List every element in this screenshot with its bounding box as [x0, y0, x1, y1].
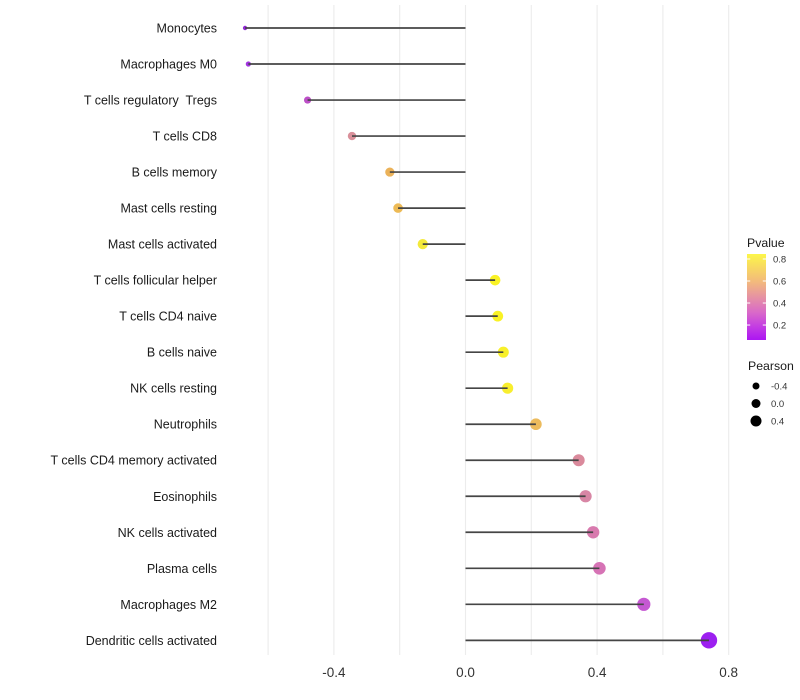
category-label: NK cells activated [118, 526, 217, 540]
pearson-legend-label: 0.0 [771, 399, 784, 410]
category-label: T cells CD8 [153, 130, 217, 144]
category-label: Eosinophils [153, 490, 217, 504]
lollipop-dot [245, 61, 251, 67]
pvalue-tick-label: 0.6 [773, 276, 786, 287]
category-label: T cells CD4 memory activated [51, 454, 218, 468]
pearson-legend-dot [751, 399, 761, 408]
category-label: Macrophages M2 [120, 598, 217, 612]
category-label: Macrophages M0 [120, 58, 217, 72]
category-label: T cells regulatory Tregs [84, 94, 217, 108]
category-label: B cells naive [147, 346, 217, 360]
category-label: Monocytes [157, 22, 217, 36]
x-tick-label: 0.8 [719, 665, 738, 680]
category-label: Mast cells resting [120, 202, 217, 216]
pvalue-legend-title: Pvalue [747, 236, 785, 250]
pearson-legend-dot [750, 415, 762, 427]
pvalue-tick-label: 0.2 [773, 320, 786, 331]
category-label: Mast cells activated [108, 238, 217, 252]
category-label: Neutrophils [154, 418, 217, 432]
category-label: NK cells resting [130, 382, 217, 396]
category-label: B cells memory [132, 166, 218, 180]
pearson-legend-label: -0.4 [771, 381, 787, 392]
x-tick-label: 0.0 [456, 665, 475, 680]
category-label: T cells follicular helper [94, 274, 217, 288]
category-label: Dendritic cells activated [86, 634, 217, 648]
category-label: Plasma cells [147, 562, 217, 576]
pearson-legend-label: 0.4 [771, 416, 784, 427]
pearson-legend-dot [752, 382, 760, 390]
x-tick-label: -0.4 [322, 665, 346, 680]
x-tick-label: 0.4 [588, 665, 607, 680]
pvalue-tick-label: 0.4 [773, 298, 786, 309]
category-label: T cells CD4 naive [119, 310, 217, 324]
pvalue-tick-label: 0.8 [773, 254, 786, 265]
pearson-legend-title: Pearson [748, 359, 794, 373]
pvalue-gradient-bar [747, 254, 766, 340]
lollipop-dot [579, 490, 592, 503]
